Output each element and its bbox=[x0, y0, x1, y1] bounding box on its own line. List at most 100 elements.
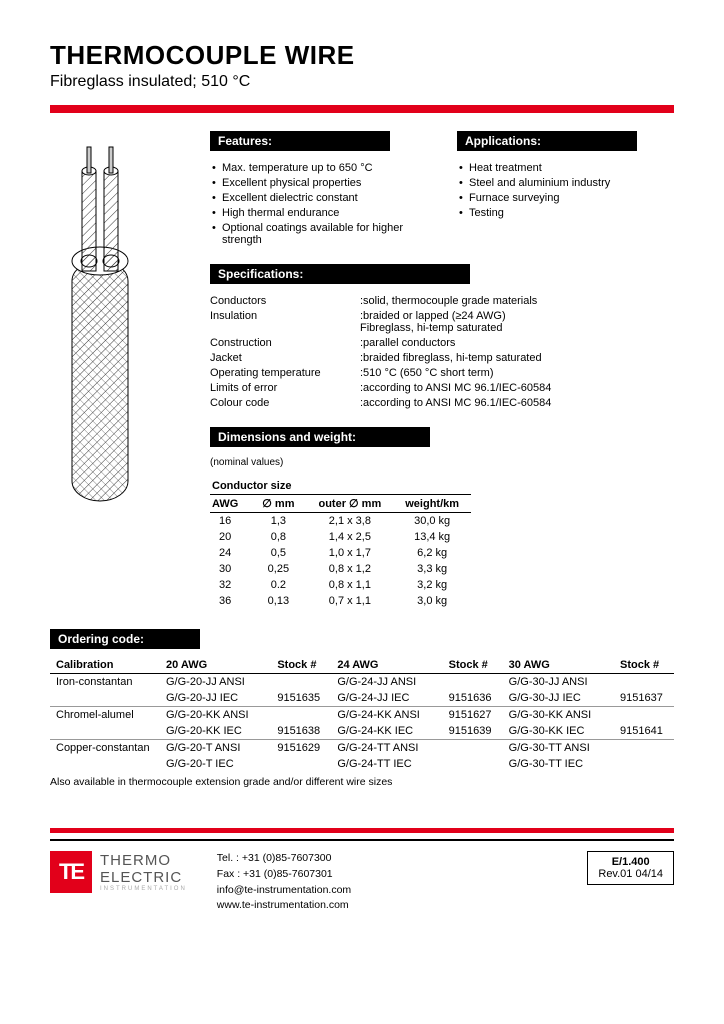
ordering-heading: Ordering code: bbox=[50, 629, 200, 649]
table-cell: 0,25 bbox=[250, 561, 306, 577]
logo-line2: ELECTRIC bbox=[100, 869, 187, 886]
spec-label: Operating temperature bbox=[210, 367, 360, 379]
table-cell: 9151639 bbox=[443, 723, 503, 740]
table-cell: 0.2 bbox=[250, 577, 306, 593]
table-cell: G/G-30-KK IEC bbox=[503, 723, 614, 740]
table-cell: G/G-20-JJ IEC bbox=[160, 690, 271, 707]
table-cell: G/G-20-JJ ANSI bbox=[160, 674, 271, 691]
table-cell: 13,4 kg bbox=[393, 529, 471, 545]
table-cell: 9151635 bbox=[271, 690, 331, 707]
table-cell bbox=[614, 674, 674, 691]
table-row: Iron-constantanG/G-20-JJ ANSIG/G-24-JJ A… bbox=[50, 674, 674, 691]
table-cell bbox=[443, 756, 503, 772]
spec-label: Jacket bbox=[210, 352, 360, 364]
list-item: Furnace surveying bbox=[459, 192, 674, 204]
list-item: Heat treatment bbox=[459, 162, 674, 174]
logo-line1: THERMO bbox=[100, 852, 187, 869]
ordering-table: Calibration20 AWGStock #24 AWGStock #30 … bbox=[50, 657, 674, 772]
list-item: Testing bbox=[459, 207, 674, 219]
spec-row: Insulation:braided or lapped (≥24 AWG) F… bbox=[210, 310, 674, 334]
table-header: AWG bbox=[210, 495, 250, 513]
table-header: Stock # bbox=[614, 657, 674, 674]
spec-value: :braided or lapped (≥24 AWG) Fibreglass,… bbox=[360, 310, 674, 334]
dim-group-header: Conductor size bbox=[210, 478, 306, 495]
table-header: 30 AWG bbox=[503, 657, 614, 674]
footer: TE THERMO ELECTRIC INSTRUMENTATION Tel. … bbox=[50, 828, 674, 914]
table-cell: G/G-30-JJ ANSI bbox=[503, 674, 614, 691]
divider-red-thin bbox=[50, 828, 674, 833]
table-cell bbox=[271, 707, 331, 724]
table-cell: 9151638 bbox=[271, 723, 331, 740]
specifications-heading: Specifications: bbox=[210, 264, 470, 284]
table-cell: 6,2 kg bbox=[393, 545, 471, 561]
table-cell: G/G-30-TT ANSI bbox=[503, 740, 614, 757]
table-cell: 9151637 bbox=[614, 690, 674, 707]
table-cell: 36 bbox=[210, 593, 250, 609]
table-cell bbox=[443, 674, 503, 691]
logo-line3: INSTRUMENTATION bbox=[100, 886, 187, 892]
list-item: High thermal endurance bbox=[212, 207, 427, 219]
table-cell: 0,8 bbox=[250, 529, 306, 545]
spec-row: Colour code:according to ANSI MC 96.1/IE… bbox=[210, 397, 674, 409]
calibration-cell: Copper-constantan bbox=[50, 740, 160, 773]
table-header: Stock # bbox=[271, 657, 331, 674]
features-block: Features: Max. temperature up to 650 °C E… bbox=[210, 131, 427, 264]
spec-row: Conductors:solid, thermocouple grade mat… bbox=[210, 295, 674, 307]
applications-list: Heat treatment Steel and aluminium indust… bbox=[457, 162, 674, 219]
table-cell: 0,8 x 1,2 bbox=[306, 561, 393, 577]
table-cell: 20 bbox=[210, 529, 250, 545]
divider-red bbox=[50, 105, 674, 113]
applications-heading: Applications: bbox=[457, 131, 637, 151]
logo-badge: TE bbox=[50, 851, 92, 893]
contact-block: Tel. : +31 (0)85-7607300 Fax : +31 (0)85… bbox=[217, 851, 351, 914]
table-header: Calibration bbox=[50, 657, 160, 674]
table-cell bbox=[443, 740, 503, 757]
dimensions-table: Conductor size AWG∅ mmouter ∅ mmweight/k… bbox=[210, 478, 471, 609]
spec-value: :according to ANSI MC 96.1/IEC-60584 bbox=[360, 382, 674, 394]
ordering-footnote: Also available in thermocouple extension… bbox=[50, 776, 674, 788]
list-item: Max. temperature up to 650 °C bbox=[212, 162, 427, 174]
applications-block: Applications: Heat treatment Steel and al… bbox=[457, 131, 674, 264]
table-cell: 1,0 x 1,7 bbox=[306, 545, 393, 561]
table-cell: 32 bbox=[210, 577, 250, 593]
page-title: THERMOCOUPLE WIRE bbox=[50, 40, 674, 71]
docref-code: E/1.400 bbox=[598, 856, 663, 868]
docref-rev: Rev.01 04/14 bbox=[598, 868, 663, 880]
spec-row: Construction:parallel conductors bbox=[210, 337, 674, 349]
calibration-cell: Chromel-alumel bbox=[50, 707, 160, 740]
contact-web: www.te-instrumentation.com bbox=[217, 898, 351, 914]
table-cell bbox=[614, 756, 674, 772]
spec-label: Insulation bbox=[210, 310, 360, 334]
top-section: Features: Max. temperature up to 650 °C E… bbox=[50, 131, 674, 629]
table-header: 24 AWG bbox=[331, 657, 442, 674]
list-item: Optional coatings available for higher s… bbox=[212, 222, 427, 246]
page-subtitle: Fibreglass insulated; 510 °C bbox=[50, 73, 674, 91]
table-cell: G/G-20-T ANSI bbox=[160, 740, 271, 757]
table-row: 240,51,0 x 1,76,2 kg bbox=[210, 545, 471, 561]
spec-label: Conductors bbox=[210, 295, 360, 307]
spec-label: Colour code bbox=[210, 397, 360, 409]
table-cell bbox=[271, 674, 331, 691]
table-cell: G/G-20-T IEC bbox=[160, 756, 271, 772]
table-cell: 9151641 bbox=[614, 723, 674, 740]
spec-value: :according to ANSI MC 96.1/IEC-60584 bbox=[360, 397, 674, 409]
wire-icon bbox=[50, 141, 150, 521]
table-row: Copper-constantanG/G-20-T ANSI9151629G/G… bbox=[50, 740, 674, 757]
table-header: outer ∅ mm bbox=[306, 495, 393, 513]
list-item: Excellent physical properties bbox=[212, 177, 427, 189]
table-cell: G/G-24-TT IEC bbox=[331, 756, 442, 772]
spec-row: Jacket:braided fibreglass, hi-temp satur… bbox=[210, 352, 674, 364]
doc-reference: E/1.400 Rev.01 04/14 bbox=[587, 851, 674, 885]
features-heading: Features: bbox=[210, 131, 390, 151]
list-item: Steel and aluminium industry bbox=[459, 177, 674, 189]
spec-value: :solid, thermocouple grade materials bbox=[360, 295, 674, 307]
table-cell: 30 bbox=[210, 561, 250, 577]
table-cell: 0,7 x 1,1 bbox=[306, 593, 393, 609]
table-cell: 1,3 bbox=[250, 513, 306, 530]
table-cell bbox=[614, 740, 674, 757]
table-cell: 3,2 kg bbox=[393, 577, 471, 593]
table-cell: G/G-24-JJ IEC bbox=[331, 690, 442, 707]
table-header: Stock # bbox=[443, 657, 503, 674]
table-cell: G/G-30-JJ IEC bbox=[503, 690, 614, 707]
table-row: 300,250,8 x 1,23,3 kg bbox=[210, 561, 471, 577]
